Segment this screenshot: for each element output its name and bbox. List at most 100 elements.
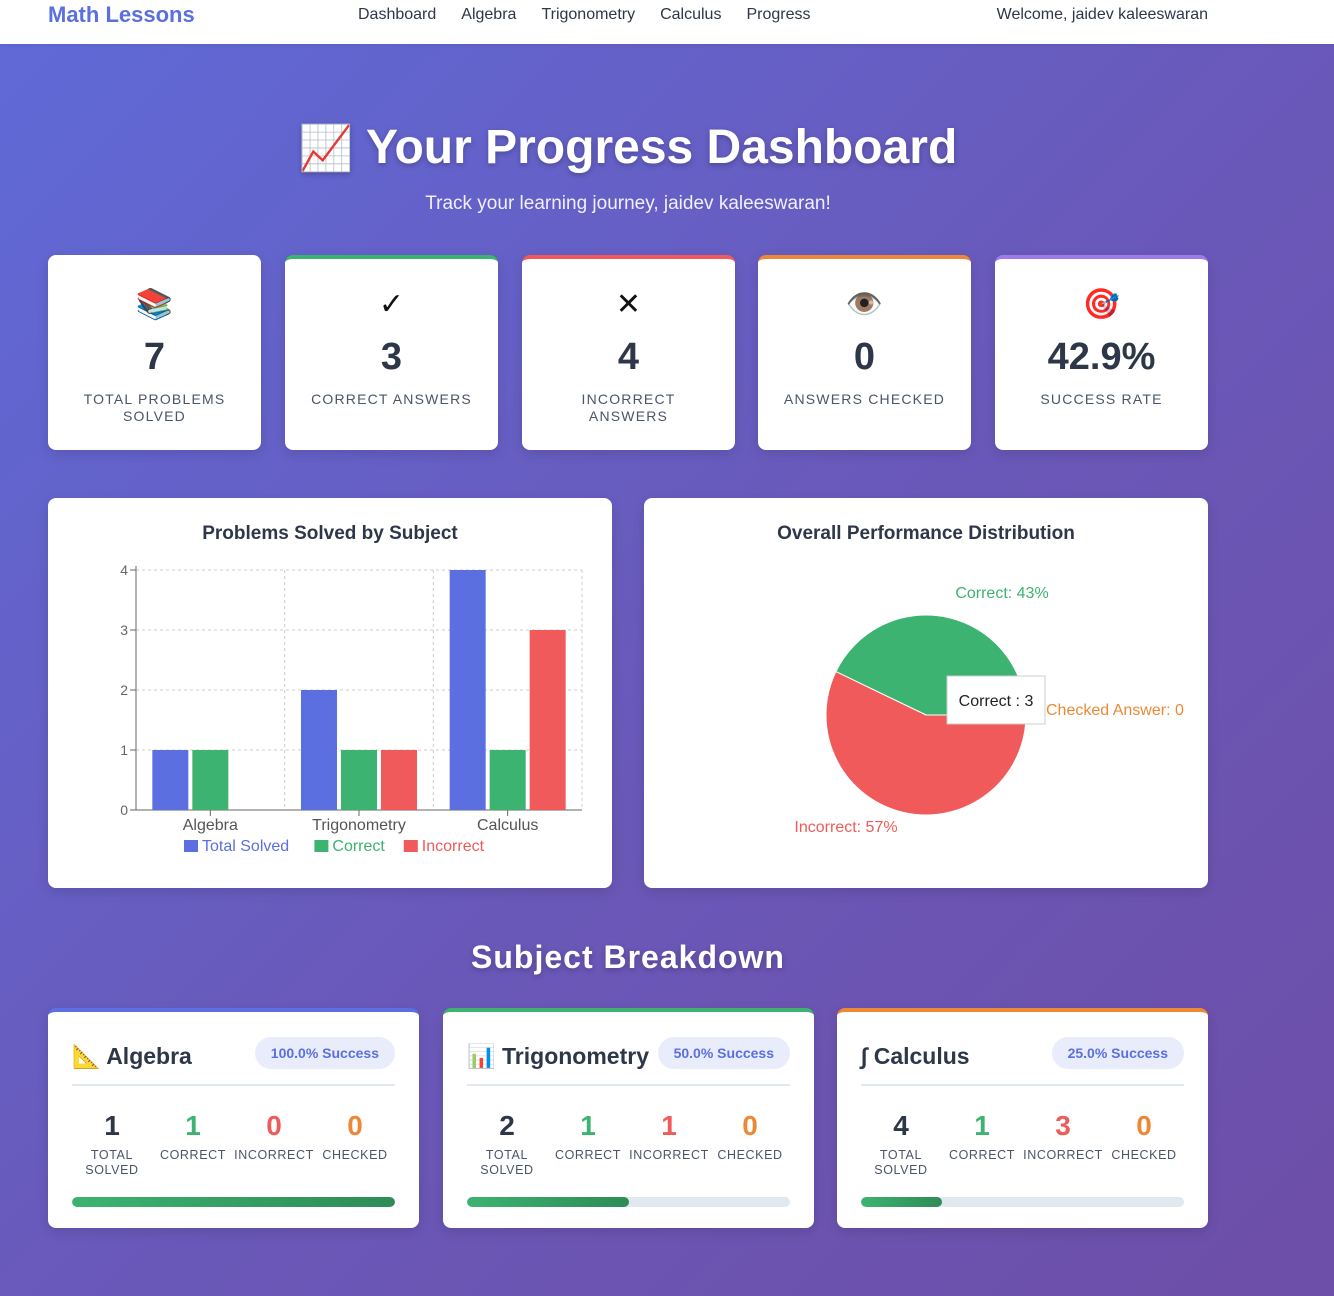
subject-progress-bar [467,1197,790,1207]
subject-name-text: Calculus [873,1043,970,1069]
subject-correct-label: Correct [554,1148,621,1162]
page-title: 📈 Your Progress Dashboard [0,118,1256,179]
subject-card-algebra: 📐 Algebra 100.0% Success 1 Total Solved 1… [48,1008,419,1228]
subject-incorrect-value: 1 [661,1110,677,1141]
brand-logo[interactable]: Math Lessons [48,2,195,27]
subject-correct-value: 1 [185,1110,201,1141]
subject-incorrect-label: Incorrect [1023,1148,1103,1162]
stat-value: 42.9% [1047,336,1156,378]
subject-breakdown-title: Subject Breakdown [471,939,785,975]
y-tick-label: 1 [120,742,128,758]
subject-progress-bar [72,1197,395,1207]
subject-checked-value: 0 [742,1110,758,1141]
x-tick-label: Algebra [183,817,238,834]
subject-name-text: Algebra [106,1043,192,1069]
subject-incorrect-label: Incorrect [629,1148,709,1162]
subject-correct-label: Correct [159,1148,226,1162]
pie-chart: Correct: 43% Incorrect: 57% Checked Answer… [794,585,1184,836]
subject-total-value: 4 [893,1110,909,1141]
bar-correct [192,750,229,810]
stat-label: Correct Answers [311,391,472,407]
subject-name: 📊 Trigonometry [467,1040,649,1072]
success-badge: 100.0% Success [254,1037,395,1069]
bar-legend: Total Solved Correct Incorrect [184,838,485,855]
subject-correct-value: 1 [974,1110,990,1141]
stat-card-correct: ✓ 3 Correct Answers [285,255,498,450]
top-navbar: Math Lessons Dashboard Algebra Trigonome… [0,0,1334,44]
subject-total-label: Total Solved [480,1148,534,1177]
y-tick-label: 2 [120,682,128,698]
subject-card-trigonometry: 📊 Trigonometry 50.0% Success 2 Total Solv… [443,1008,814,1228]
subject-card-header: 📊 Trigonometry 50.0% Success [467,1036,790,1086]
tooltip-text: Correct : 3 [959,693,1034,710]
subject-total-label: Total Solved [85,1148,139,1177]
subject-name: 📐 Algebra [72,1040,192,1072]
bar-incorrect [381,750,417,810]
pie-label-correct: Correct: 43% [955,585,1048,602]
subject-correct-value: 1 [580,1110,596,1141]
integral-icon: ∫ [861,1043,868,1069]
pie-chart-title: Overall Performance Distribution [777,523,1075,544]
pie-label-checked-answer: Checked Answer: 0 [1046,702,1184,719]
subject-stats-row: 1 Total Solved 1 Correct 0 Incorrect 0 Check… [72,1110,395,1178]
legend-label: Correct [332,838,385,855]
bar-correct [341,750,377,810]
stat-label: Incorrect Answers [581,391,676,424]
nav-link-algebra[interactable]: Algebra [461,6,517,23]
subject-total-label: Total Solved [874,1148,928,1177]
legend-label: Total Solved [202,838,289,855]
subject-name-text: Trigonometry [502,1043,649,1069]
subject-progress-fill [467,1197,629,1207]
nav-link-dashboard[interactable]: Dashboard [358,6,437,23]
subject-stats-row: 2 Total Solved 1 Correct 1 Incorrect 0 Check… [467,1110,790,1178]
bar-correct [489,750,526,810]
x-tick-label: Trigonometry [312,817,406,834]
stat-value: 4 [617,336,640,378]
stat-card-checked: 👁️ 0 Answers Checked [758,255,971,450]
nav-link-trigonometry[interactable]: Trigonometry [541,6,636,23]
stat-label: Total Problems Solved [83,391,226,424]
bar-total-solved [449,570,486,810]
subject-checked-label: Checked [322,1148,388,1162]
subject-card-header: 📐 Algebra 100.0% Success [72,1036,395,1086]
bar-chart: 0 1 2 3 4 Algebra Trigonometry Calculus Total So… [120,562,583,855]
page-title-text: Your Progress Dashboard [366,121,958,174]
stat-value: 0 [853,336,876,378]
triangle-ruler-icon: 📐 [72,1043,101,1069]
y-tick-label: 0 [120,802,128,818]
stat-value: 3 [380,336,403,378]
bar-chart-title: Problems Solved by Subject [202,523,458,544]
books-icon: 📚 [135,288,174,321]
chart-up-icon: 📈 [298,124,354,173]
cross-icon: ✕ [615,288,642,321]
welcome-text: Welcome, jaidev kaleeswaran [996,6,1208,23]
bar-chart-icon: 📊 [467,1043,496,1069]
stat-label: Success Rate [1040,391,1163,407]
bar-incorrect [529,630,566,810]
subject-correct-label: Correct [948,1148,1015,1162]
y-tick-label: 4 [120,562,128,578]
subject-checked-label: Checked [717,1148,783,1162]
subject-stats-row: 4 Total Solved 1 Correct 3 Incorrect 0 Check… [861,1110,1184,1178]
success-badge: 25.0% Success [1051,1037,1184,1069]
pie-label-incorrect: Incorrect: 57% [794,819,897,836]
legend-swatch [314,840,329,852]
legend-swatch [403,840,418,852]
tooltip-box [946,675,1046,725]
subject-incorrect-value: 3 [1055,1110,1071,1141]
subject-checked-value: 0 [347,1110,363,1141]
y-tick-label: 3 [120,622,128,638]
stat-card-success-rate: 🎯 42.9% Success Rate [995,255,1208,450]
nav-link-progress[interactable]: Progress [746,6,811,23]
target-icon: 🎯 [1082,288,1121,321]
stat-card-total: 📚 7 Total Problems Solved [48,255,261,450]
subject-name: ∫ Calculus [861,1040,970,1072]
pie-chart-card: Overall Performance Distribution Correct… [644,498,1208,888]
subject-incorrect-value: 0 [266,1110,282,1141]
stat-value: 7 [143,336,166,378]
subject-total-value: 1 [104,1110,120,1141]
success-badge: 50.0% Success [657,1037,790,1069]
check-icon: ✓ [378,288,405,321]
nav-link-calculus[interactable]: Calculus [660,6,722,23]
subject-total-value: 2 [499,1110,515,1141]
